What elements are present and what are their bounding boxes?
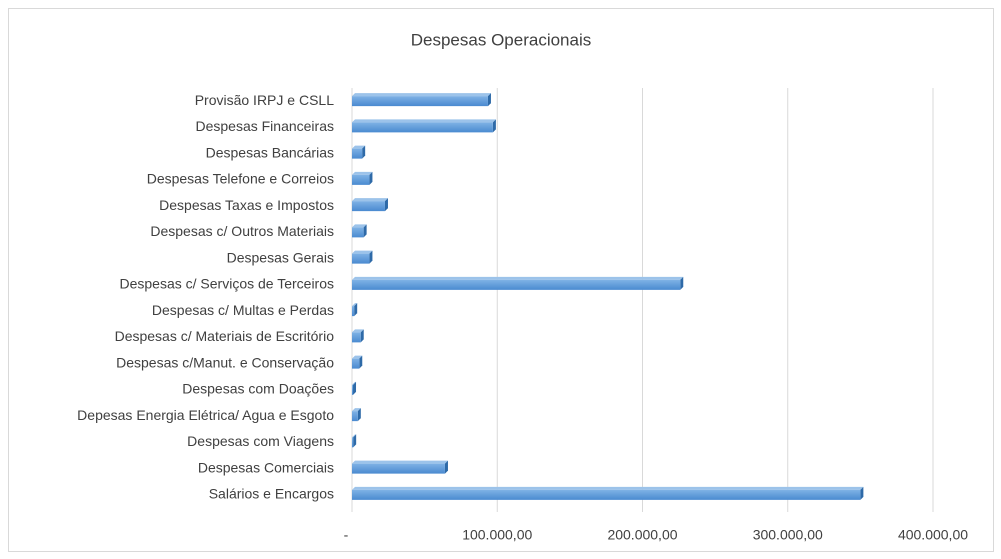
y-tick-label: Despesas c/ Multas e Perdas [152,302,334,318]
bar-top [352,119,496,123]
bar-side [369,171,373,185]
bar [352,489,861,500]
bar-side [492,119,496,133]
y-tick-label: Despesas c/Manut. e Conservação [116,354,334,370]
bar [352,384,354,395]
bar [352,148,363,159]
bar-side [680,276,684,290]
y-tick-label: Provisão IRPJ e CSLL [195,92,334,108]
bar-side [353,434,357,448]
y-tick-label: Despesas Bancárias [206,144,334,160]
bar-side [363,224,367,238]
x-tick-label: 400.000,00 [898,527,968,543]
bar-top [352,224,367,228]
y-tick-label: Despesas Comerciais [198,459,334,475]
bar-side [384,198,388,212]
bar [352,253,370,264]
bar [352,306,355,317]
bar [352,279,681,290]
bar-top [352,250,373,254]
bar [352,201,385,212]
x-tick-label: - [344,527,349,543]
bar-side [369,250,373,264]
x-tick-label: 100.000,00 [462,527,532,543]
bar-top [352,303,358,307]
y-tick-label: Despesas com Viagens [187,433,334,449]
bar-top [352,93,491,97]
bar [352,332,361,343]
bar-top [352,434,357,438]
bar-top [352,460,448,464]
bar-side [362,145,366,159]
chart-title: Despesas Operacionais [411,30,591,49]
bar-side [444,460,448,474]
bar-side [357,408,361,422]
y-tick-label: Despesas Taxas e Impostos [159,197,334,213]
bar-side [487,93,491,107]
bar-top [352,381,357,385]
bar [352,96,488,107]
y-tick-label: Despesas c/ Outros Materiais [150,223,334,239]
bar-top [352,145,366,149]
bar-side [860,486,864,500]
y-tick-label: Despesas Telefone e Correios [147,171,334,187]
bar [352,437,354,448]
bar-top [352,276,684,280]
bar [352,463,445,474]
bar-top [352,486,864,490]
bar [352,174,370,185]
x-tick-label: 300.000,00 [753,527,823,543]
bar [352,411,358,422]
y-tick-label: Despesas com Doações [182,381,334,397]
y-tick-label: Despesas c/ Materiais de Escritório [115,328,335,344]
bar-side [360,329,364,343]
bar-top [352,171,373,175]
bar-top [352,329,364,333]
bar-side [353,381,357,395]
x-tick-label: 200.000,00 [607,527,677,543]
y-tick-label: Despesas c/ Serviços de Terceiros [120,276,335,292]
bar [352,227,364,238]
bar [352,122,493,133]
bar-side [354,303,358,317]
bar-side [359,355,363,369]
bar-top [352,408,361,412]
y-tick-label: Despesas Financeiras [195,118,334,134]
y-tick-label: Salários e Encargos [209,486,334,502]
bar [352,358,360,369]
y-tick-label: Despesas Gerais [227,249,334,265]
bar-top [352,198,388,202]
bar-top [352,355,363,359]
y-tick-label: Depesas Energia Elétrica/ Agua e Esgoto [77,407,334,423]
